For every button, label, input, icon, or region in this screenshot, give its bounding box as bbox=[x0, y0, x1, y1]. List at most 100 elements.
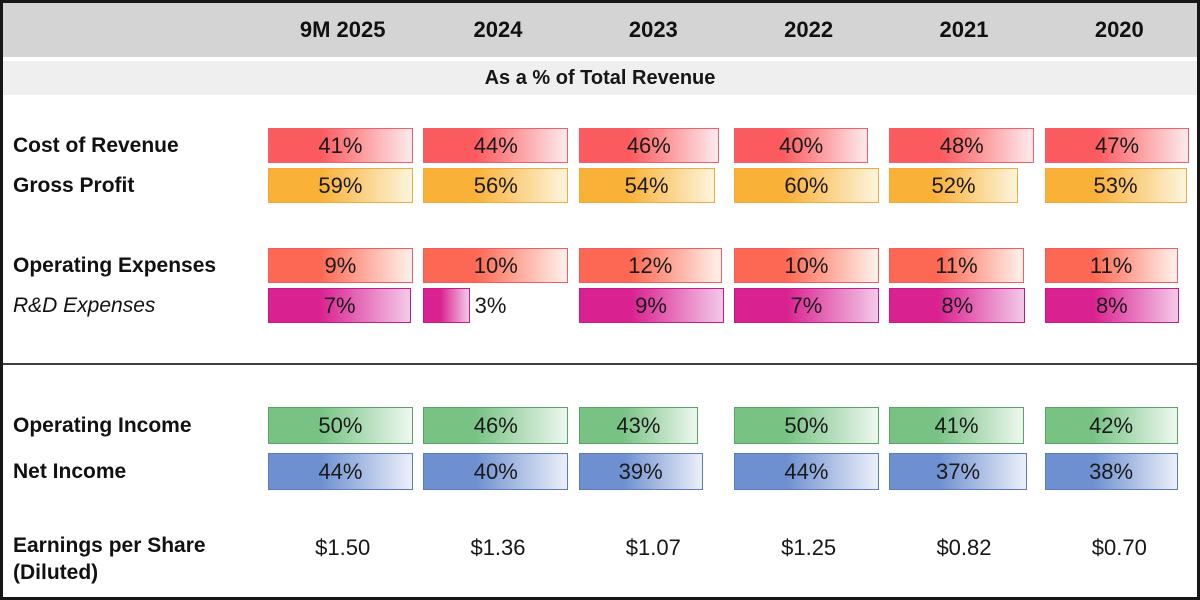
eps-value-9m-2025: $1.50 bbox=[315, 535, 371, 560]
bar-value: 8% bbox=[1095, 292, 1128, 318]
eps-value-2022: $1.25 bbox=[781, 535, 837, 560]
operating-expenses-cell-2021: 11% bbox=[886, 248, 1041, 283]
net-income-bar: 44% bbox=[268, 453, 413, 490]
operating-income-cell-2023: 43% bbox=[576, 407, 731, 444]
eps-value-2021: $0.82 bbox=[936, 535, 992, 560]
gross-profit-cell-2023: 54% bbox=[576, 168, 731, 203]
net-income-bar: 38% bbox=[1044, 453, 1178, 490]
operating-expenses-bar: 12% bbox=[578, 248, 722, 283]
net-income-bar: 40% bbox=[423, 453, 569, 490]
bar-value: 56% bbox=[473, 172, 518, 198]
operating-expenses-bar: 11% bbox=[889, 248, 1024, 283]
cost-of-revenue-cell-2022: 40% bbox=[731, 128, 886, 163]
rd-expenses-cell-2024: 3% bbox=[420, 288, 575, 323]
cost-of-revenue-cell-2024: 44% bbox=[420, 128, 575, 163]
cost-of-revenue-cell-2020: 47% bbox=[1042, 128, 1197, 163]
row-label: Cost of Revenue bbox=[13, 133, 179, 157]
bar-value: 39% bbox=[618, 458, 663, 484]
subtitle-band: As a % of Total Revenue bbox=[3, 61, 1197, 95]
operating-expenses-bar: 10% bbox=[423, 248, 569, 283]
row-label: R&D Expenses bbox=[13, 293, 156, 317]
bar-value: 50% bbox=[784, 412, 829, 438]
rd-expenses-bar: 9% bbox=[578, 288, 724, 323]
bar-value: 41% bbox=[934, 412, 979, 438]
eps-value-2024: $1.36 bbox=[470, 535, 526, 560]
bar-value: 10% bbox=[784, 252, 829, 278]
bar-value: 40% bbox=[473, 458, 518, 484]
operating-income-cell-2022: 50% bbox=[731, 407, 886, 444]
bar-value: 60% bbox=[784, 172, 829, 198]
bar-value: 11% bbox=[935, 252, 978, 278]
rd-expenses-bar: 7% bbox=[733, 288, 879, 323]
bar-value: 38% bbox=[1089, 458, 1134, 484]
cost-of-revenue-cell-2021: 48% bbox=[886, 128, 1041, 163]
operating-income-bar: 43% bbox=[578, 407, 699, 444]
operating-expenses-cell-2022: 10% bbox=[731, 248, 886, 283]
row-operating-expenses: Operating Expenses 9% 10% 12% 10% 11% 11% bbox=[3, 248, 1197, 283]
section-divider bbox=[3, 363, 1197, 365]
cost-of-revenue-bar: 44% bbox=[423, 128, 569, 163]
rd-expenses-bar: 8% bbox=[1044, 288, 1180, 323]
rd-expenses-cell-9m-2025: 7% bbox=[265, 288, 420, 323]
operating-expenses-cell-2023: 12% bbox=[576, 248, 731, 283]
row-operating-income: Operating Income 50% 46% 43% 50% 41% 42% bbox=[3, 407, 1197, 444]
row-cost-of-revenue: Cost of Revenue 41% 44% 46% 40% 48% 47% bbox=[3, 128, 1197, 163]
rd-expenses-bar: 8% bbox=[889, 288, 1026, 323]
cost-of-revenue-bar: 48% bbox=[889, 128, 1035, 163]
row-label: Earnings per Share (Diluted) bbox=[13, 534, 206, 584]
bar-value: 52% bbox=[931, 172, 976, 198]
cost-of-revenue-cell-9m-2025: 41% bbox=[265, 128, 420, 163]
net-income-cell-2021: 37% bbox=[886, 453, 1041, 490]
bar-value: 59% bbox=[318, 172, 363, 198]
rd-expenses-bar bbox=[423, 288, 470, 323]
eps-value-2023: $1.07 bbox=[625, 535, 681, 560]
row-net-income: Net Income 44% 40% 39% 44% 37% 38% bbox=[3, 453, 1197, 490]
cost-of-revenue-bar: 41% bbox=[268, 128, 413, 163]
net-income-bar: 39% bbox=[578, 453, 703, 490]
year-header-2020: 2020 bbox=[1094, 17, 1144, 42]
bar-value: 7% bbox=[323, 292, 356, 318]
operating-income-bar: 42% bbox=[1044, 407, 1178, 444]
upper-section: Cost of Revenue 41% 44% 46% 40% 48% 47% Gross P… bbox=[3, 95, 1197, 323]
cost-of-revenue-bar: 40% bbox=[733, 128, 869, 163]
bar-value: 44% bbox=[473, 132, 518, 158]
row-earnings-per-share: Earnings per Share (Diluted) $1.50 $1.36 $… bbox=[3, 526, 1197, 586]
bar-value: 42% bbox=[1089, 412, 1134, 438]
net-income-cell-2022: 44% bbox=[731, 453, 886, 490]
gross-profit-bar: 59% bbox=[268, 168, 413, 203]
rd-expenses-cell-2023: 9% bbox=[576, 288, 731, 323]
row-label: Net Income bbox=[13, 459, 127, 483]
year-header-2024: 2024 bbox=[473, 17, 523, 42]
gross-profit-bar: 53% bbox=[1044, 168, 1187, 203]
operating-expenses-bar: 9% bbox=[268, 248, 413, 283]
net-income-cell-2024: 40% bbox=[420, 453, 575, 490]
gross-profit-bar: 60% bbox=[733, 168, 879, 203]
gross-profit-cell-2022: 60% bbox=[731, 168, 886, 203]
bar-value: 46% bbox=[626, 132, 671, 158]
net-income-bar: 37% bbox=[889, 453, 1027, 490]
bar-value: 10% bbox=[473, 252, 518, 278]
gross-profit-cell-2020: 53% bbox=[1042, 168, 1197, 203]
rd-expenses-cell-2021: 8% bbox=[886, 288, 1041, 323]
operating-income-bar: 46% bbox=[423, 407, 569, 444]
gross-profit-bar: 54% bbox=[578, 168, 715, 203]
year-header-row: 9M 2025 2024 2023 2022 2021 2020 bbox=[3, 3, 1197, 57]
bar-value: 53% bbox=[1093, 172, 1138, 198]
operating-income-bar: 50% bbox=[268, 407, 413, 444]
operating-income-bar: 41% bbox=[889, 407, 1024, 444]
operating-expenses-bar: 10% bbox=[733, 248, 879, 283]
bar-value: 54% bbox=[624, 172, 669, 198]
row-label: Operating Expenses bbox=[13, 253, 217, 277]
bar-value: 7% bbox=[790, 292, 823, 318]
net-income-cell-9m-2025: 44% bbox=[265, 453, 420, 490]
net-income-cell-2023: 39% bbox=[576, 453, 731, 490]
operating-expenses-cell-9m-2025: 9% bbox=[265, 248, 420, 283]
cost-of-revenue-bar: 46% bbox=[578, 128, 720, 163]
net-income-cell-2020: 38% bbox=[1042, 453, 1197, 490]
year-header-9m-2025: 9M 2025 bbox=[299, 17, 386, 42]
row-gross-profit: Gross Profit 59% 56% 54% 60% 52% 53% bbox=[3, 168, 1197, 203]
cost-of-revenue-cell-2023: 46% bbox=[576, 128, 731, 163]
bar-value: 41% bbox=[318, 132, 363, 158]
bar-value: 47% bbox=[1095, 132, 1140, 158]
